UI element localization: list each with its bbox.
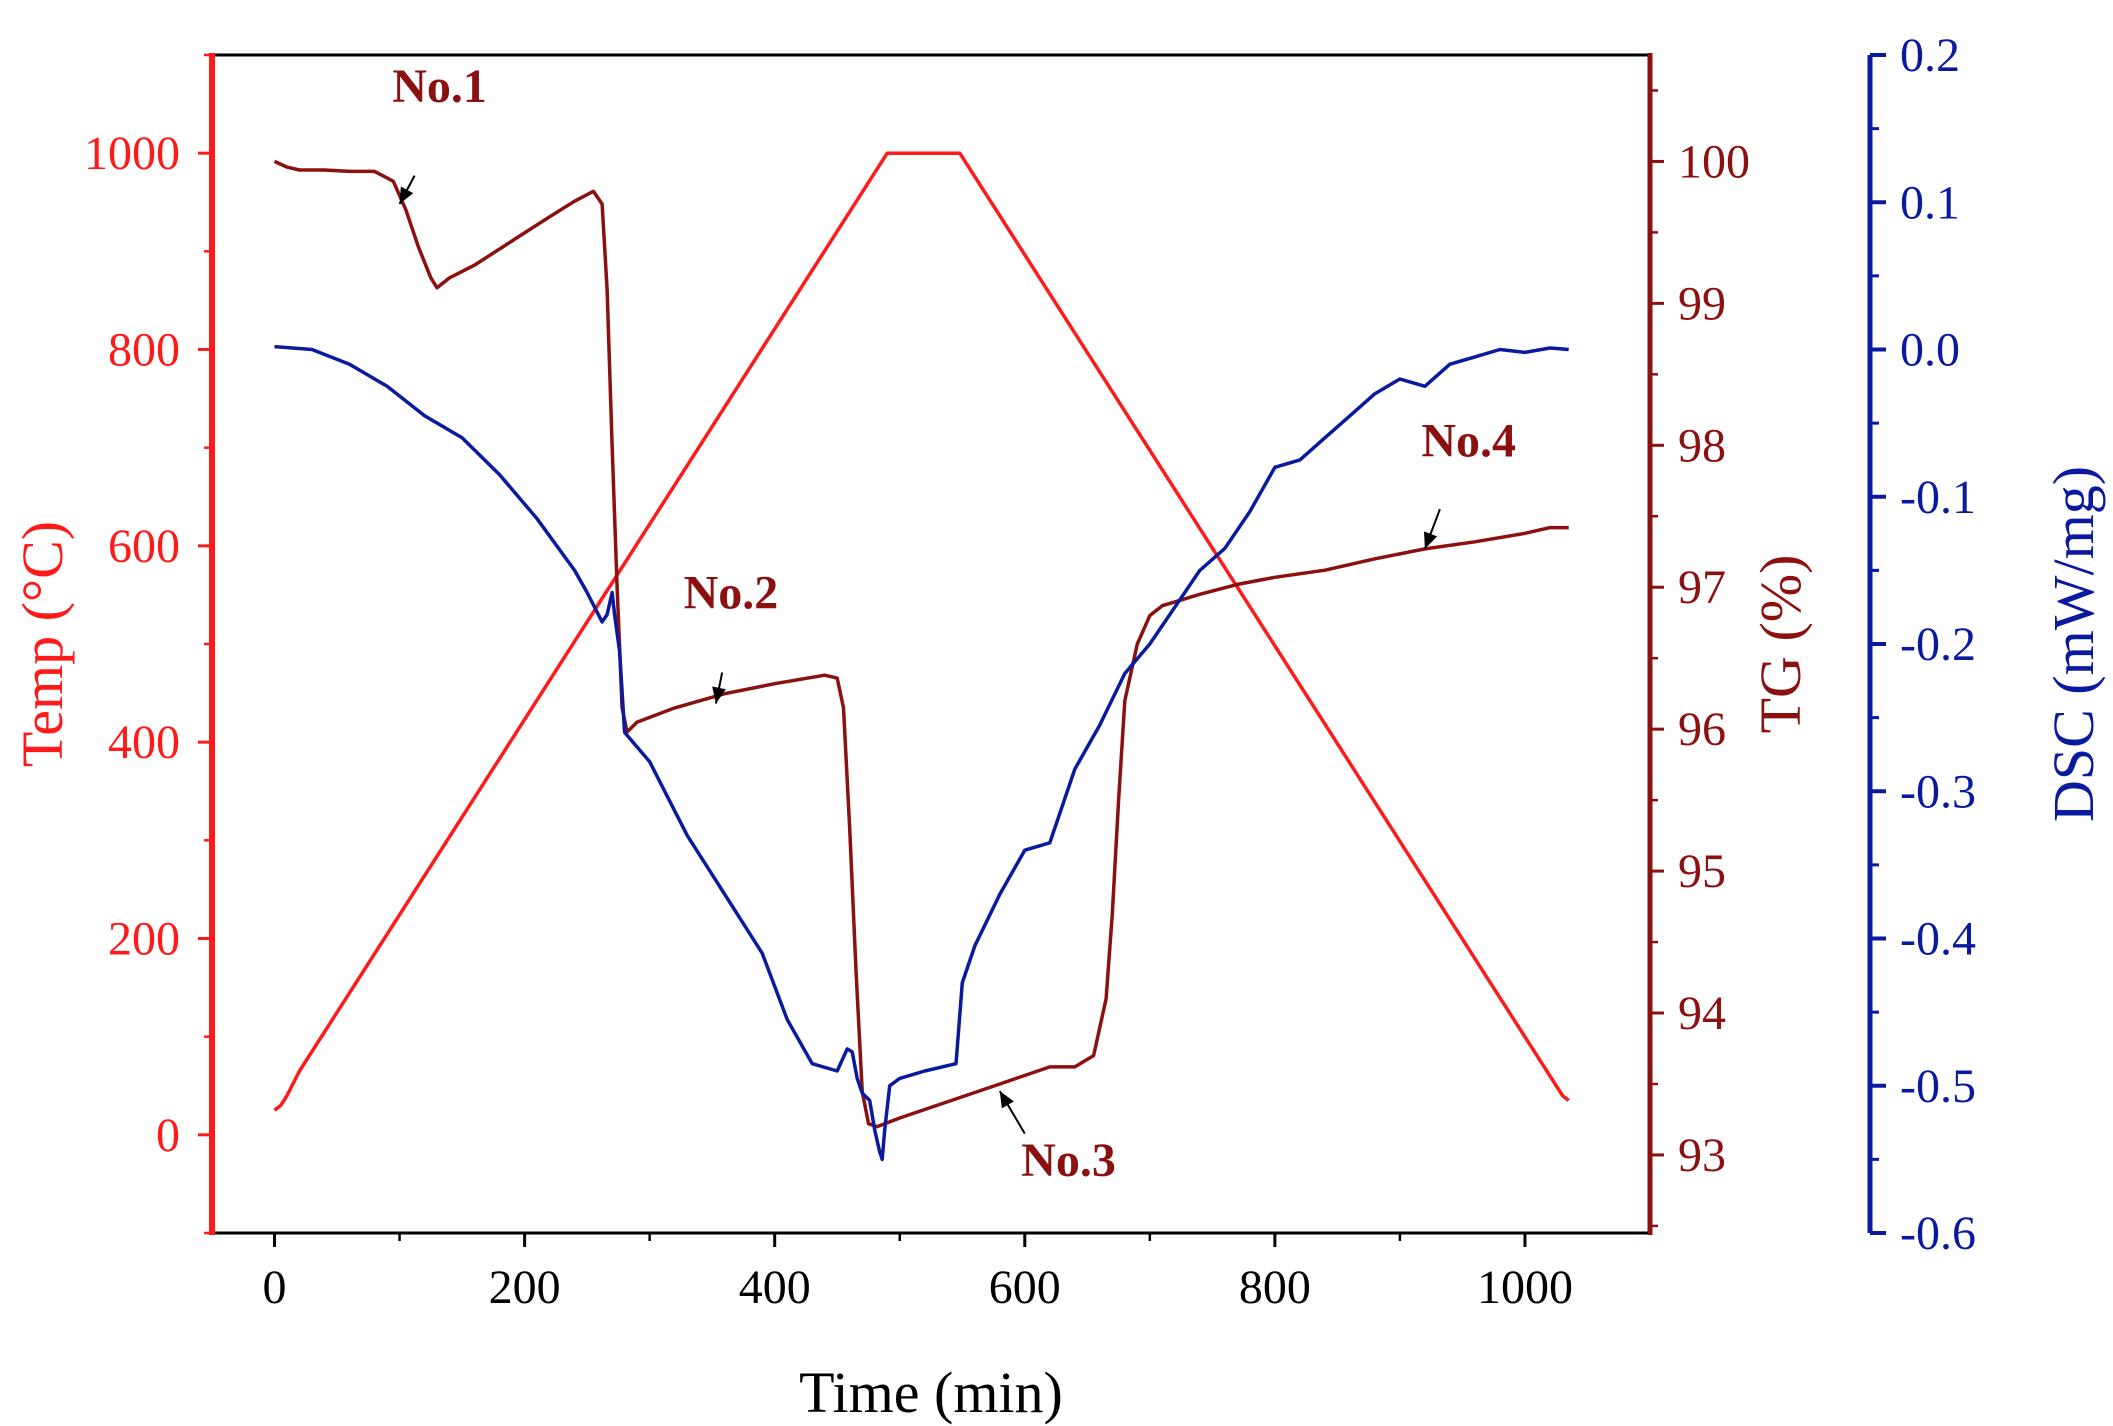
- dsc-tick-label: -0.5: [1900, 1060, 1976, 1113]
- dsc-tick-label: -0.2: [1900, 618, 1976, 671]
- annotations: No.1 No.2 No.3 No.4: [392, 60, 1516, 1187]
- annotation-arrow-head: [1424, 531, 1438, 549]
- temp-tick-label: 600: [108, 520, 180, 573]
- x-tick-label: 600: [989, 1261, 1061, 1314]
- tg-tick-label: 99: [1678, 277, 1726, 330]
- series-line-dsc: [274, 344, 1569, 1162]
- x-axis-ticks: 0 200 400 600 800 1000: [263, 1233, 1573, 1314]
- annotation-label: No.3: [1021, 1134, 1116, 1187]
- dsc-tick-label: -0.1: [1900, 471, 1976, 524]
- series-line-temp: [273, 151, 1570, 1112]
- annotation-label: No.1: [392, 60, 487, 113]
- annotation-label: No.4: [1421, 415, 1516, 468]
- x-tick-label: 1000: [1477, 1261, 1573, 1314]
- tg-tick-label: 95: [1678, 845, 1726, 898]
- annotation-arrow-head: [712, 686, 726, 704]
- series-layer: [273, 151, 1570, 1162]
- dsc-tick-label: 0.2: [1900, 29, 1960, 82]
- x-tick-label: 0: [263, 1261, 287, 1314]
- dsc-tick-label: 0.1: [1900, 176, 1960, 229]
- tg-tick-label: 100: [1678, 135, 1750, 188]
- annotation-arrow-head: [399, 186, 414, 205]
- annotation-label: No.2: [684, 567, 779, 620]
- annotation-arrow-head: [999, 1091, 1014, 1109]
- dsc-tick-label: -0.4: [1900, 913, 1976, 966]
- temp-tick-label: 0: [156, 1109, 180, 1162]
- series-line-tg: [273, 159, 1569, 1129]
- tg-tick-label: 98: [1678, 419, 1726, 472]
- x-tick-label: 400: [739, 1261, 811, 1314]
- x-axis-title: Time (min): [799, 1360, 1063, 1425]
- temp-axis-title: Temp (°C): [10, 521, 75, 767]
- temp-axis-ticks: 0 200 400 600 800 1000: [84, 53, 212, 1235]
- tg-axis-ticks: 93 94 95 96 97 98 99 100: [1650, 89, 1750, 1228]
- tg-axis-title: TG (%): [1748, 555, 1813, 734]
- dsc-axis-ticks: -0.6 -0.5 -0.4 -0.3 -0.2 -0.1 0.0 0.1 0.2: [1870, 29, 1976, 1260]
- plot-frame: [209, 53, 1873, 1235]
- tg-tick-label: 94: [1678, 987, 1726, 1040]
- temp-tick-label: 400: [108, 716, 180, 769]
- dsc-axis-title: DSC (mW/mg): [2041, 466, 2106, 822]
- tg-tick-label: 93: [1678, 1129, 1726, 1182]
- x-tick-label: 800: [1239, 1261, 1311, 1314]
- tg-tick-label: 96: [1678, 703, 1726, 756]
- temp-tick-label: 1000: [84, 127, 180, 180]
- tg-tick-label: 97: [1678, 561, 1726, 614]
- temp-tick-label: 200: [108, 913, 180, 966]
- dsc-tick-label: -0.6: [1900, 1207, 1976, 1260]
- dsc-tick-label: 0.0: [1900, 324, 1960, 377]
- dsc-tick-label: -0.3: [1900, 765, 1976, 818]
- x-tick-label: 200: [489, 1261, 561, 1314]
- temp-tick-label: 800: [108, 324, 180, 377]
